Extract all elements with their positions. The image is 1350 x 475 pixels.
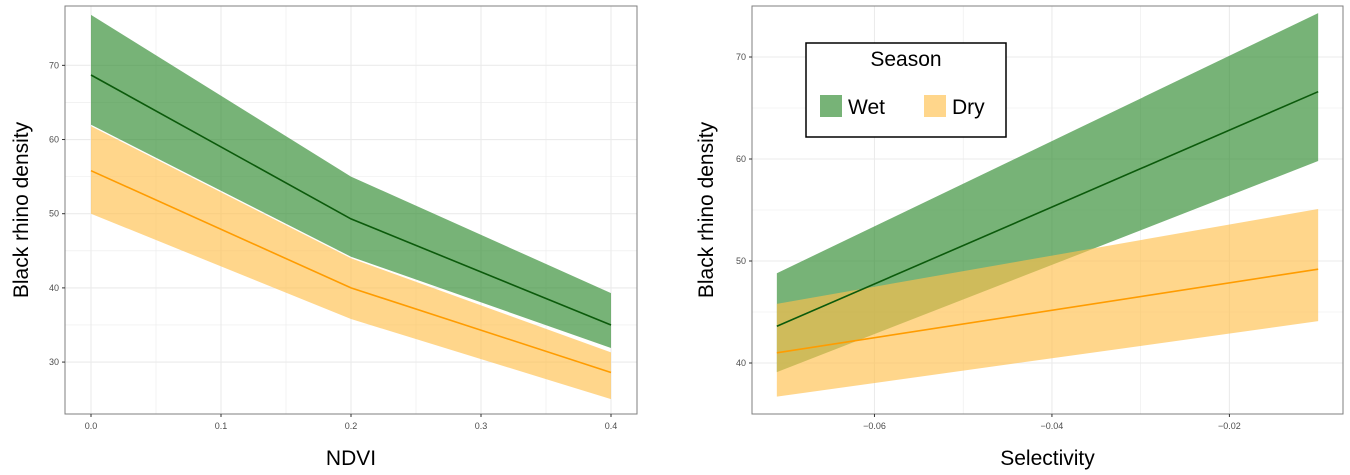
- y-tick-label: 70: [49, 60, 59, 70]
- x-axis-title: Selectivity: [1000, 447, 1095, 470]
- legend-swatch-wet: [820, 95, 842, 117]
- legend-title: Season: [870, 48, 941, 71]
- y-tick-label: 60: [49, 135, 59, 145]
- legend-label-dry: Dry: [952, 96, 985, 119]
- x-tick-label: 0.1: [215, 421, 228, 431]
- x-tick-label: 0.0: [85, 421, 98, 431]
- wet-trend-line: [776, 90, 1319, 328]
- ndvi-panel: 0.0 0.1 0.2 0.3 0.4 30 40 50 60 70 NDVI Black rhino…: [10, 5, 638, 470]
- x-tick-label: 0.2: [345, 421, 358, 431]
- y-tick-label: 40: [736, 358, 746, 368]
- x-tick-label: 0.3: [475, 421, 488, 431]
- dry-confidence-band: [776, 208, 1319, 397]
- legend-box: [805, 42, 1007, 138]
- legend: Season Wet Dry: [805, 42, 1007, 138]
- dry-trend-line: [90, 169, 612, 374]
- x-tick-label: −0.06: [863, 421, 886, 431]
- y-axis-title: Black rhino density: [695, 121, 718, 298]
- y-tick-label: 50: [49, 209, 59, 219]
- legend-swatch-dry: [924, 95, 946, 117]
- x-tick-label: −0.02: [1218, 421, 1241, 431]
- panel-border: [751, 5, 1344, 415]
- y-tick-label: 50: [736, 256, 746, 266]
- x-axis-title: NDVI: [326, 447, 376, 470]
- y-tick-label: 70: [736, 52, 746, 62]
- y-tick-label: 40: [49, 283, 59, 293]
- wet-trend-line: [90, 74, 612, 326]
- wet-confidence-band: [91, 14, 611, 348]
- y-axis-title: Black rhino density: [10, 121, 33, 298]
- selectivity-panel: −0.06 −0.04 −0.02 40 50 60 70 Selectivity Black …: [695, 5, 1344, 470]
- legend-label-wet: Wet: [848, 96, 885, 119]
- dry-trend-line: [776, 268, 1319, 354]
- x-tick-label: 0.4: [605, 421, 618, 431]
- y-tick-label: 60: [736, 154, 746, 164]
- y-tick-label: 30: [49, 357, 59, 367]
- x-tick-label: −0.04: [1041, 421, 1064, 431]
